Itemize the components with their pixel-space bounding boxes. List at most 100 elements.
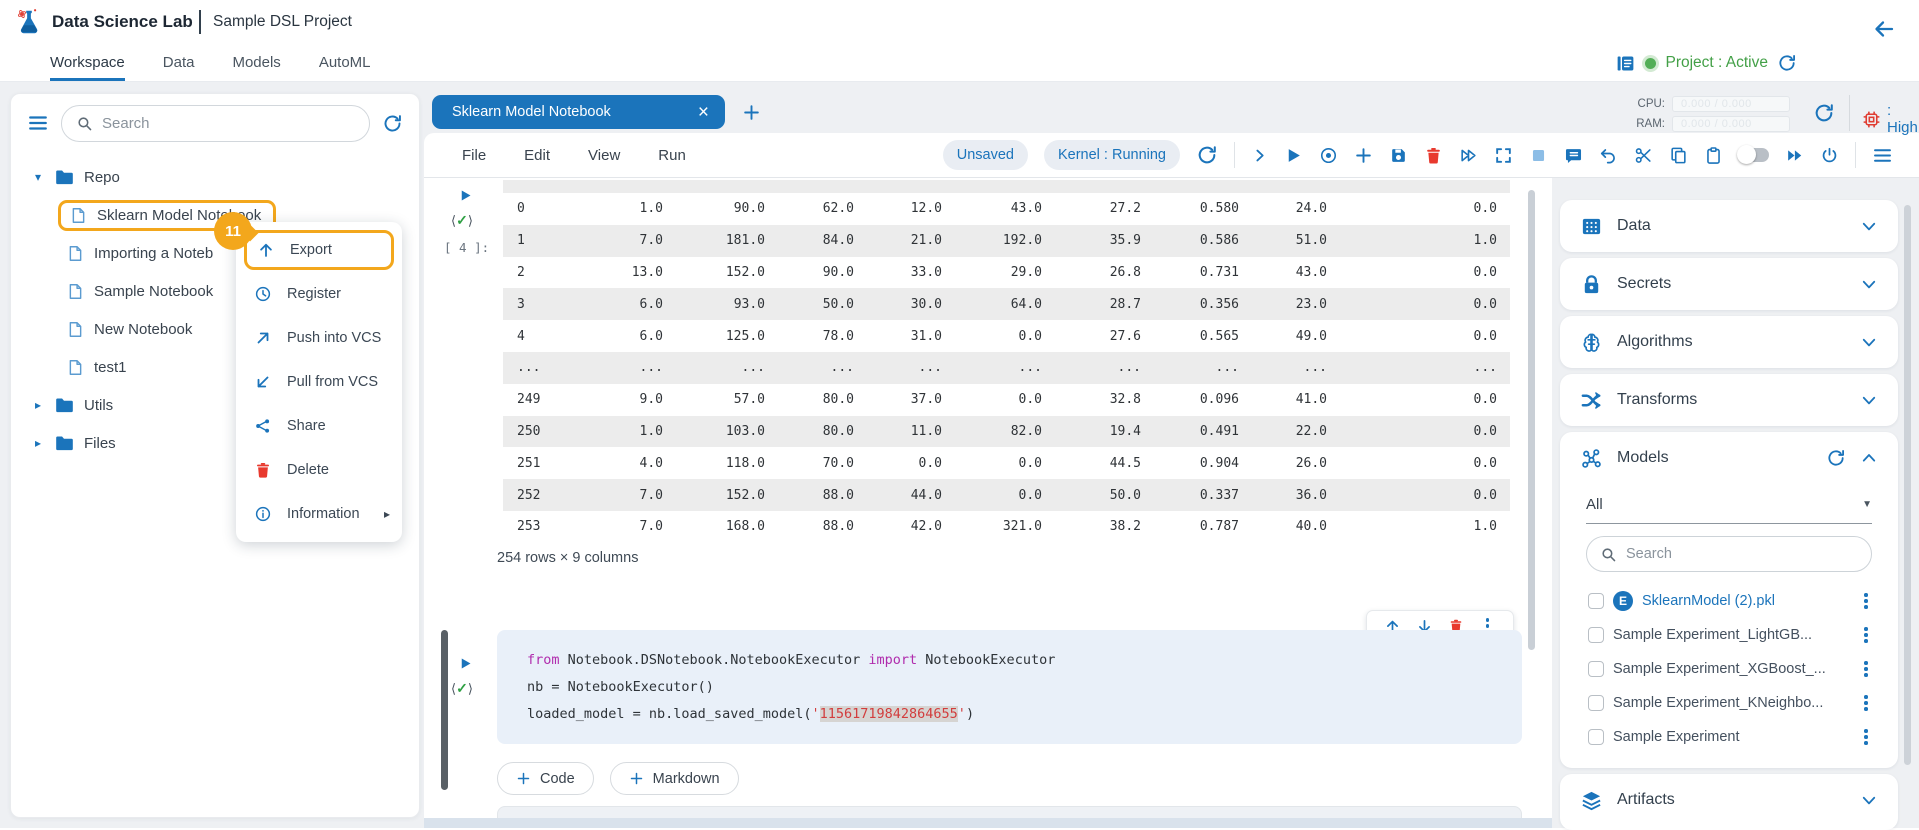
- menu-item-share[interactable]: Share: [236, 404, 402, 448]
- chevron-down-icon[interactable]: [1860, 391, 1878, 409]
- close-tab-icon[interactable]: ×: [698, 103, 725, 122]
- models-search[interactable]: [1586, 536, 1872, 572]
- table-cell: ...: [1239, 360, 1327, 375]
- item-options-icon[interactable]: [1858, 661, 1874, 677]
- ram-label: RAM:: [1633, 118, 1665, 130]
- table-cell: 152.0: [663, 265, 765, 280]
- fast-forward-icon[interactable]: [1785, 146, 1804, 165]
- item-options-icon[interactable]: [1858, 695, 1874, 711]
- stop-icon[interactable]: [1529, 146, 1548, 165]
- menu-item-register[interactable]: Register: [236, 272, 402, 316]
- chevron-down-icon[interactable]: [1860, 217, 1878, 235]
- model-list-item[interactable]: Sample Experiment_LightGB...: [1560, 618, 1898, 652]
- explorer-search-input[interactable]: [102, 115, 355, 132]
- model-checkbox[interactable]: [1588, 593, 1604, 609]
- chevron-down-icon[interactable]: [1860, 275, 1878, 293]
- menu-edit[interactable]: Edit: [524, 147, 550, 164]
- table-cell: 192.0: [942, 233, 1042, 248]
- notebook-vertical-scrollbar[interactable]: [1528, 190, 1535, 650]
- add-code-button[interactable]: Code: [497, 762, 594, 795]
- item-options-icon[interactable]: [1858, 729, 1874, 745]
- project-refresh-icon[interactable]: [1777, 53, 1797, 73]
- explorer-refresh-icon[interactable]: [382, 113, 403, 134]
- menu-item-delete[interactable]: Delete: [236, 448, 402, 492]
- project-log-icon[interactable]: [1615, 53, 1636, 74]
- model-list-item[interactable]: ESklearnModel (2).pkl: [1560, 584, 1898, 618]
- cpu-chip-icon: [1861, 109, 1882, 130]
- panel-section-secrets[interactable]: Secrets: [1560, 258, 1898, 310]
- output-icon[interactable]: [1564, 146, 1583, 165]
- item-options-icon[interactable]: [1858, 593, 1874, 609]
- copy-icon[interactable]: [1669, 146, 1688, 165]
- trash-icon[interactable]: [1424, 146, 1443, 165]
- toggle-icon[interactable]: [1739, 148, 1769, 162]
- notebook-menu-icon[interactable]: [1872, 145, 1893, 166]
- nav-tab-data[interactable]: Data: [163, 44, 195, 81]
- model-list-item[interactable]: Sample Experiment: [1560, 720, 1898, 754]
- power-icon[interactable]: [1820, 146, 1839, 165]
- caret-down-icon[interactable]: ▾: [31, 170, 45, 184]
- table-cell: 0.586: [1141, 233, 1239, 248]
- tree-item-repo[interactable]: ▾Repo: [11, 158, 419, 196]
- model-list-item[interactable]: Sample Experiment_XGBoost_...: [1560, 652, 1898, 686]
- panel-section-algorithms[interactable]: Algorithms: [1560, 316, 1898, 368]
- panel-section-data[interactable]: Data: [1560, 200, 1898, 252]
- record-icon[interactable]: [1319, 146, 1338, 165]
- menu-item-push-into-vcs[interactable]: Push into VCS: [236, 316, 402, 360]
- model-checkbox[interactable]: [1588, 695, 1604, 711]
- panel-section-transforms[interactable]: Transforms: [1560, 374, 1898, 426]
- menu-item-information[interactable]: Information▸: [236, 492, 402, 536]
- nav-tab-models[interactable]: Models: [232, 44, 280, 81]
- kernel-refresh-icon[interactable]: [1196, 144, 1218, 166]
- menu-view[interactable]: View: [588, 147, 620, 164]
- code-cell[interactable]: from Notebook.DSNotebook.NotebookExecuto…: [497, 630, 1522, 744]
- models-filter-select[interactable]: All▼: [1586, 486, 1872, 524]
- chevron-up-icon[interactable]: [1860, 449, 1878, 467]
- models-refresh-icon[interactable]: [1826, 448, 1846, 468]
- side-panel-scrollbar[interactable]: [1904, 205, 1911, 765]
- menu-item-export[interactable]: Export: [244, 230, 394, 270]
- models-search-input[interactable]: [1626, 546, 1858, 562]
- table-row: 01.090.062.012.043.027.20.58024.00.0: [503, 193, 1510, 225]
- resource-refresh-icon[interactable]: [1813, 102, 1835, 124]
- context-menu: ExportRegisterPush into VCSPull from VCS…: [236, 222, 402, 542]
- add-markdown-button[interactable]: Markdown: [610, 762, 739, 795]
- caret-right-icon[interactable]: ▸: [31, 398, 45, 412]
- run-cell-icon[interactable]: [458, 188, 473, 203]
- new-tab-icon[interactable]: [742, 103, 761, 122]
- panel-section-artifacts[interactable]: Artifacts: [1560, 774, 1898, 826]
- caret-right-icon[interactable]: ▸: [31, 436, 45, 450]
- panel-section-models[interactable]: Models: [1560, 432, 1898, 484]
- model-checkbox[interactable]: [1588, 729, 1604, 745]
- chevron-down-icon[interactable]: [1860, 333, 1878, 351]
- plus-icon[interactable]: [1354, 146, 1373, 165]
- menu-file[interactable]: File: [462, 147, 486, 164]
- fullscreen-icon[interactable]: [1494, 146, 1513, 165]
- notebook-horizontal-scrollbar[interactable]: [424, 818, 1552, 828]
- skip-forward-icon[interactable]: [1459, 146, 1478, 165]
- menu-run[interactable]: Run: [658, 147, 686, 164]
- scissors-icon[interactable]: [1634, 146, 1653, 165]
- chevron-right-icon[interactable]: [1251, 147, 1268, 164]
- save-icon[interactable]: [1389, 146, 1408, 165]
- chevron-down-icon[interactable]: [1860, 791, 1878, 809]
- model-checkbox[interactable]: [1588, 627, 1604, 643]
- play-icon[interactable]: [1284, 146, 1303, 165]
- back-arrow-icon[interactable]: [1872, 17, 1896, 41]
- item-options-icon[interactable]: [1858, 627, 1874, 643]
- menu-item-pull-from-vcs[interactable]: Pull from VCS: [236, 360, 402, 404]
- table-cell: 23.0: [1239, 297, 1327, 312]
- code-token: import: [868, 652, 917, 668]
- run-cell-icon[interactable]: [458, 656, 473, 671]
- undo-icon[interactable]: [1599, 146, 1618, 165]
- nav-tab-workspace[interactable]: Workspace: [50, 44, 125, 81]
- table-cell: 27.6: [1042, 329, 1141, 344]
- notebook-tab[interactable]: Sklearn Model Notebook ×: [432, 95, 725, 129]
- model-checkbox[interactable]: [1588, 661, 1604, 677]
- explorer-search[interactable]: [61, 105, 370, 142]
- clipboard-icon[interactable]: [1704, 146, 1723, 165]
- model-list-item[interactable]: Sample Experiment_KNeighbo...: [1560, 686, 1898, 720]
- panel-section-label: Data: [1617, 217, 1846, 235]
- nav-tab-automl[interactable]: AutoML: [319, 44, 371, 81]
- explorer-menu-icon[interactable]: [27, 112, 49, 134]
